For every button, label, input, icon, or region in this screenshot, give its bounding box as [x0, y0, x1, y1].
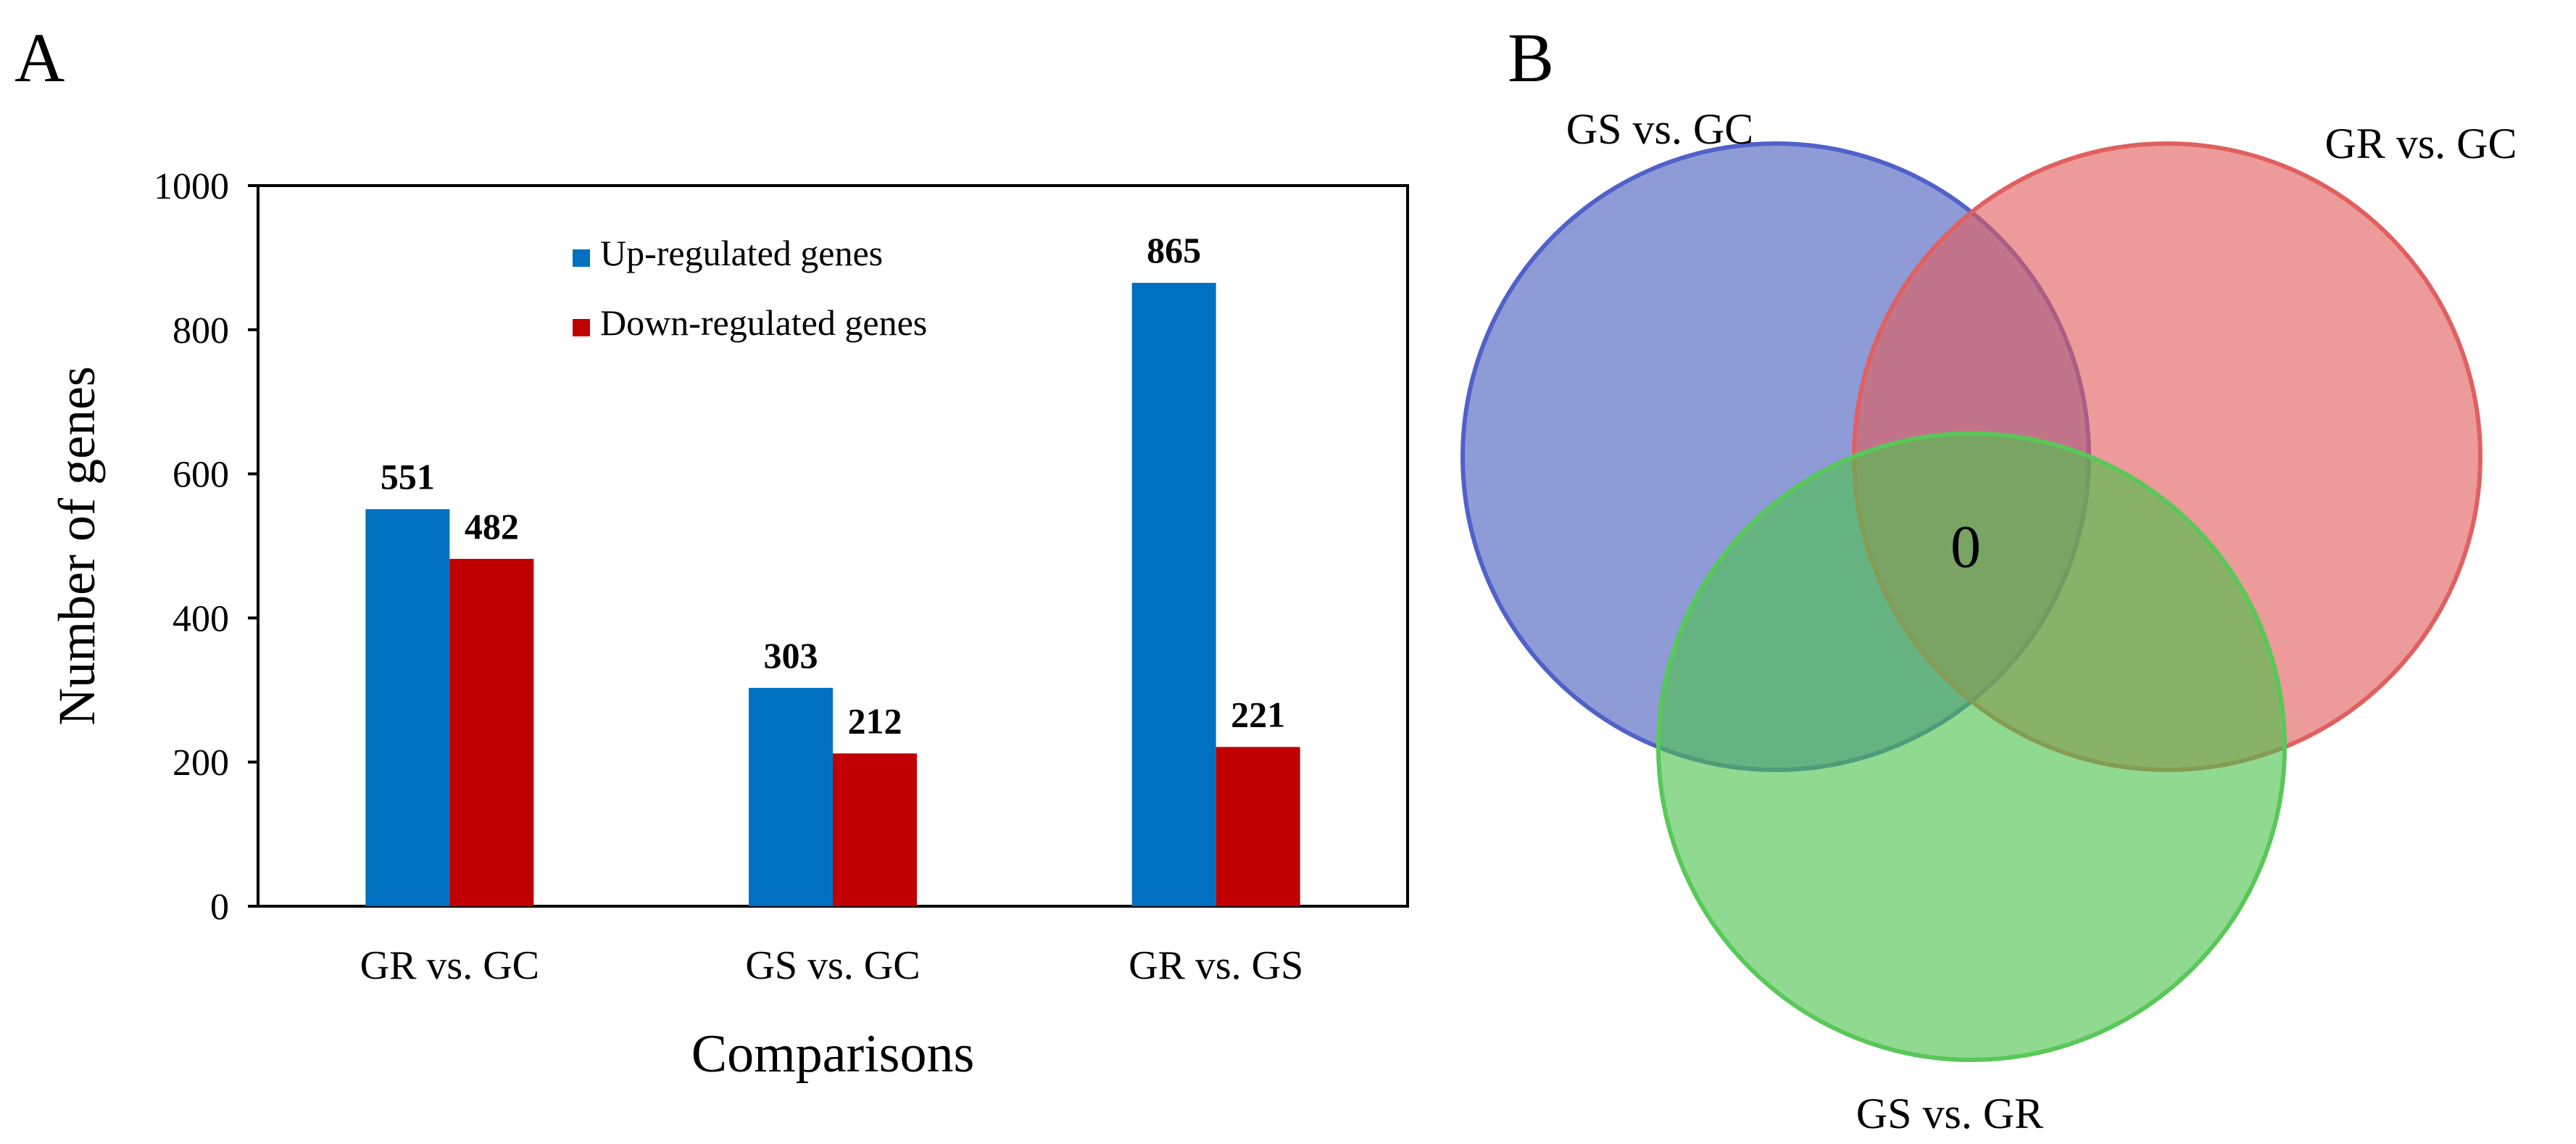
x-tick-label: GR vs. GC — [360, 943, 539, 988]
y-axis-ticks: 0 200 400 600 800 1000 — [154, 166, 258, 928]
x-tick-label: GR vs. GS — [1129, 943, 1303, 988]
y-axis-label: Number of genes — [48, 366, 106, 726]
venn-region-all-three: 0 — [1950, 513, 1981, 581]
bar-value-label: 482 — [465, 506, 519, 547]
bar-value-label: 551 — [381, 456, 435, 497]
bar-value-label: 303 — [764, 635, 818, 676]
venn-circle-gs-vs-gr — [1656, 431, 2287, 1062]
bar-up-1 — [749, 687, 833, 906]
bar-value-labels: 551 482 303 212 865 221 — [381, 230, 1285, 741]
venn-set-label-gs-vs-gc: GS vs. GC — [1566, 105, 1753, 153]
panel-label-a: A — [14, 19, 65, 96]
y-tick-label: 1000 — [154, 166, 229, 207]
bar-value-label: 212 — [848, 700, 902, 741]
legend-swatch-0 — [573, 249, 590, 267]
bar-chart: 0 200 400 600 800 1000 551 482 303 212 865 221 GR … — [48, 166, 1409, 1084]
x-axis-ticks: GR vs. GC GS vs. GC GR vs. GS — [360, 943, 1304, 988]
y-tick-label: 200 — [173, 742, 229, 784]
bars — [365, 283, 1300, 906]
y-tick-label: 400 — [173, 598, 229, 639]
legend-label-1: Down-regulated genes — [600, 302, 927, 343]
x-tick-label: GS vs. GC — [745, 943, 920, 988]
venn-diagram: GS vs. GC GR vs. GC GS vs. GR 0 — [1461, 105, 2517, 1137]
bar-value-label: 865 — [1147, 230, 1201, 270]
bar-down-1 — [833, 753, 917, 906]
bar-down-0 — [449, 558, 534, 906]
bar-up-2 — [1131, 283, 1216, 906]
venn-set-label-gs-vs-gr: GS vs. GR — [1856, 1090, 2043, 1137]
bar-value-label: 221 — [1231, 694, 1285, 734]
y-tick-label: 0 — [210, 887, 229, 928]
legend-swatch-1 — [573, 319, 590, 336]
panel-label-b: B — [1508, 19, 1554, 96]
x-axis-label: Comparisons — [691, 1024, 975, 1084]
legend-label-0: Up-regulated genes — [600, 233, 883, 273]
legend: Up-regulated genes Down-regulated genes — [573, 233, 927, 343]
bar-down-2 — [1216, 747, 1300, 906]
y-tick-label: 800 — [173, 310, 229, 352]
venn-set-label-gr-vs-gc: GR vs. GC — [2324, 120, 2517, 167]
y-tick-label: 600 — [173, 455, 229, 496]
bar-up-0 — [365, 509, 450, 906]
